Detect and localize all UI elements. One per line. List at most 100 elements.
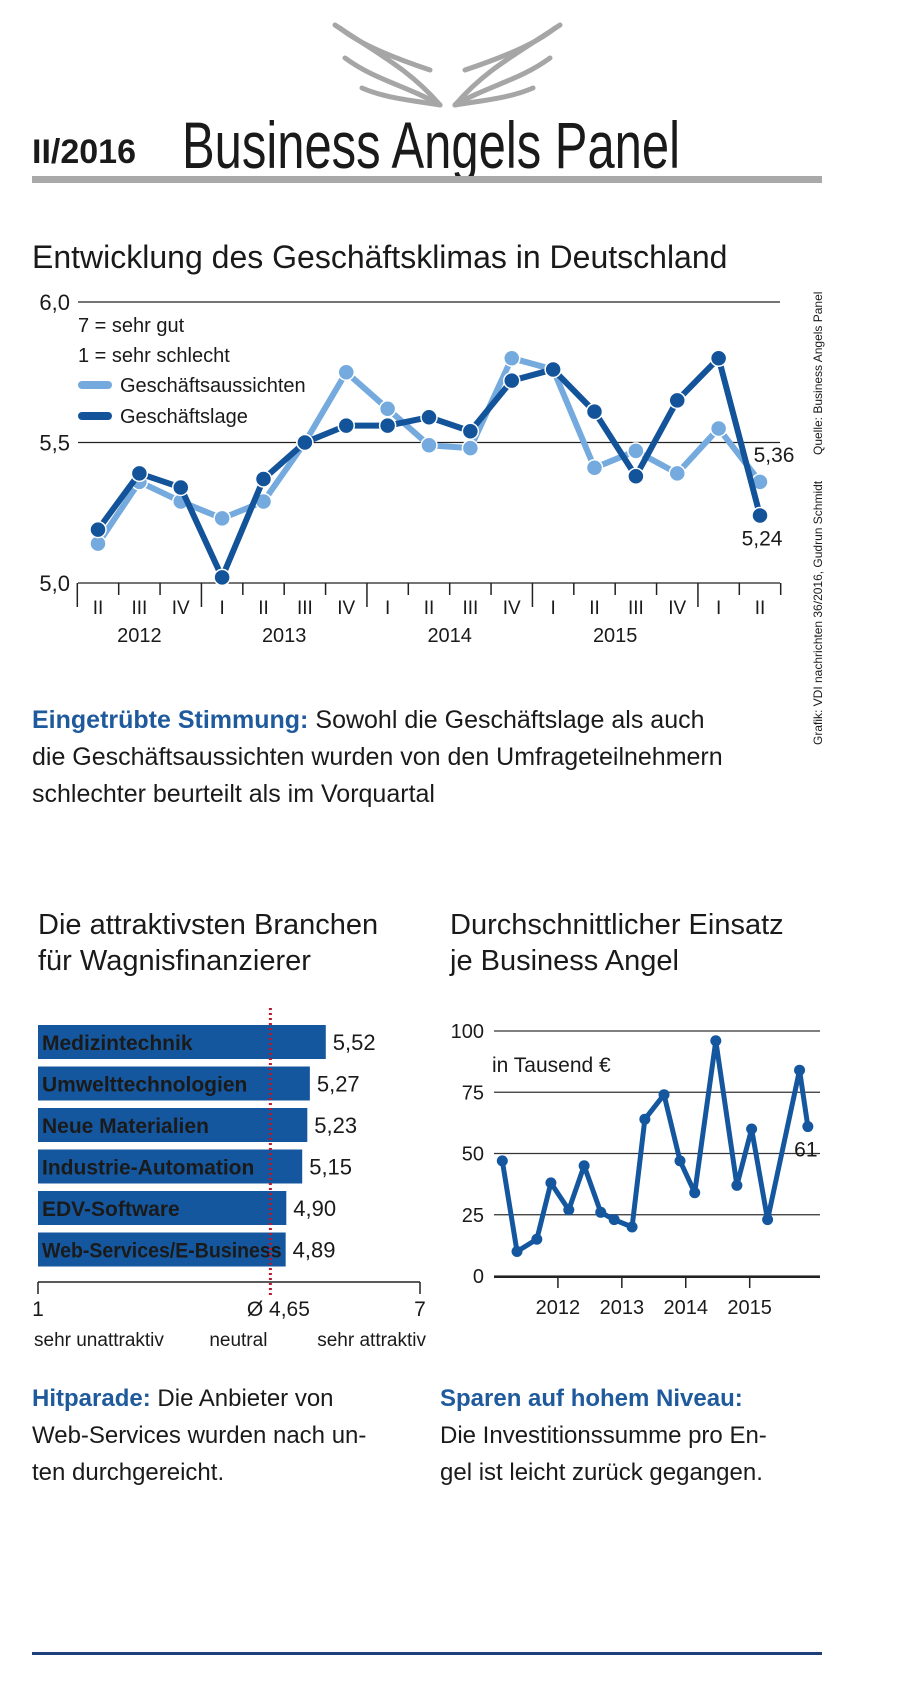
series-marker <box>545 1177 557 1189</box>
caption-line: ten durchgereicht. <box>32 1459 224 1486</box>
x-tick-label: III <box>131 598 147 619</box>
series-marker <box>461 422 480 441</box>
series-marker <box>544 360 562 379</box>
series-marker <box>585 459 604 477</box>
y-tick-label: 100 <box>451 1021 484 1043</box>
series-marker <box>689 1187 701 1199</box>
y-tick-label: 5,5 <box>39 431 70 456</box>
value-label: 5,52 <box>333 1030 376 1055</box>
x-tick-label: III <box>297 598 313 619</box>
series-marker <box>658 1089 670 1101</box>
x-group-label: 2015 <box>593 625 638 647</box>
x-tick-label: 2014 <box>664 1297 709 1319</box>
series-marker <box>710 1035 722 1047</box>
y-tick-label: 0 <box>473 1266 484 1288</box>
caption-line: Web-Services wurden nach un- <box>32 1422 366 1449</box>
bar-category-label: Medizintechnik <box>42 1032 193 1055</box>
series-marker <box>503 349 521 367</box>
header-rule <box>32 176 822 183</box>
y-tick-label: 50 <box>462 1144 484 1166</box>
caption-lead: Sparen auf hohem Niveau: <box>440 1385 743 1412</box>
series-marker <box>626 1221 638 1233</box>
series-marker <box>709 419 728 438</box>
value-label: 61 <box>794 1139 817 1162</box>
wings-logo <box>332 22 563 108</box>
caption-line: Die Investitionssumme pro En- <box>440 1422 767 1449</box>
series-marker <box>420 436 438 455</box>
source: Quelle: Business Angels Panel <box>811 292 825 455</box>
series-marker <box>746 1123 758 1135</box>
axis-label: neutral <box>209 1330 267 1351</box>
chart-title: Die attraktivsten Branchen <box>38 909 378 941</box>
x-tick-label: 2015 <box>727 1297 772 1319</box>
caption-text: Die Anbieter von <box>157 1385 333 1412</box>
x-tick-label: IV <box>668 598 686 619</box>
unit-note: in Tausend € <box>492 1054 611 1077</box>
caption-lead: Eingetrübte Stimmung: <box>32 706 308 734</box>
y-tick-label: 6,0 <box>39 290 70 315</box>
series-marker <box>585 402 604 421</box>
value-label: 4,89 <box>293 1238 336 1263</box>
x-tick-label: IV <box>503 598 521 619</box>
series-marker <box>420 408 438 426</box>
series-marker <box>802 1121 814 1133</box>
x-group-label: 2013 <box>262 625 307 647</box>
x-tick-label: III <box>628 598 644 619</box>
legend-label: Geschäftslage <box>120 406 248 428</box>
series-marker <box>731 1179 743 1191</box>
series-marker <box>709 349 728 367</box>
series-marker <box>89 520 107 539</box>
brand: Business Angels Panel <box>182 108 680 182</box>
bar <box>38 1025 326 1059</box>
x-tick-label: 1 <box>32 1298 44 1321</box>
x-tick-label: I <box>716 598 721 619</box>
chart-title: je Business Angel <box>449 945 679 977</box>
value-label: 5,24 <box>742 528 783 551</box>
series-marker <box>296 433 314 452</box>
caption-line: gel ist leicht zurück gegangen. <box>440 1459 763 1486</box>
series-marker <box>213 509 231 528</box>
chart-title: für Wagnisfinanzierer <box>38 945 311 977</box>
bar-category-label: Industrie-Automation <box>42 1157 254 1180</box>
series-marker <box>213 568 231 587</box>
bar-category-label: Neue Materialien <box>42 1115 209 1138</box>
x-tick-label: 2012 <box>536 1297 581 1319</box>
series-marker <box>595 1206 607 1218</box>
value-label: 4,90 <box>293 1196 336 1221</box>
bar-category-label: Umwelttechnologien <box>42 1074 247 1097</box>
series-marker <box>762 1214 774 1226</box>
y-tick-label: 25 <box>462 1205 484 1227</box>
caption-line: schlechter beurteilt als im Vorquartal <box>32 780 435 808</box>
series-marker <box>627 442 645 460</box>
axis-label: sehr attraktiv <box>317 1330 426 1351</box>
footer-rule <box>32 1652 822 1655</box>
y-tick-label: 75 <box>462 1082 484 1104</box>
caption-line: Hitparade: Die Anbieter von <box>32 1385 334 1412</box>
series-marker <box>751 506 769 525</box>
x-tick-label: I <box>550 598 555 619</box>
x-tick-label: IV <box>337 598 355 619</box>
series-marker <box>461 439 480 457</box>
value-label: 5,23 <box>314 1113 357 1138</box>
series-marker <box>794 1064 806 1076</box>
x-tick-label: II <box>424 598 435 619</box>
series-marker <box>668 464 686 483</box>
reference-label: Ø 4,65 <box>247 1298 310 1321</box>
bar <box>38 1108 308 1142</box>
axis-label: sehr unattraktiv <box>34 1330 164 1351</box>
series-marker <box>496 1155 508 1167</box>
series-marker <box>378 400 397 418</box>
x-group-label: 2014 <box>427 625 472 647</box>
legend-label: Geschäftsaussichten <box>120 375 306 397</box>
bar-category-label: EDV-Software <box>42 1198 180 1221</box>
legend-note: 1 = sehr schlecht <box>78 345 230 367</box>
x-tick-label: II <box>93 598 104 619</box>
x-tick-label: 7 <box>414 1298 426 1321</box>
series-marker <box>639 1113 651 1125</box>
bar <box>38 1191 287 1225</box>
series-marker <box>254 470 273 488</box>
x-tick-label: I <box>385 598 390 619</box>
value-label: 5,15 <box>309 1155 352 1180</box>
